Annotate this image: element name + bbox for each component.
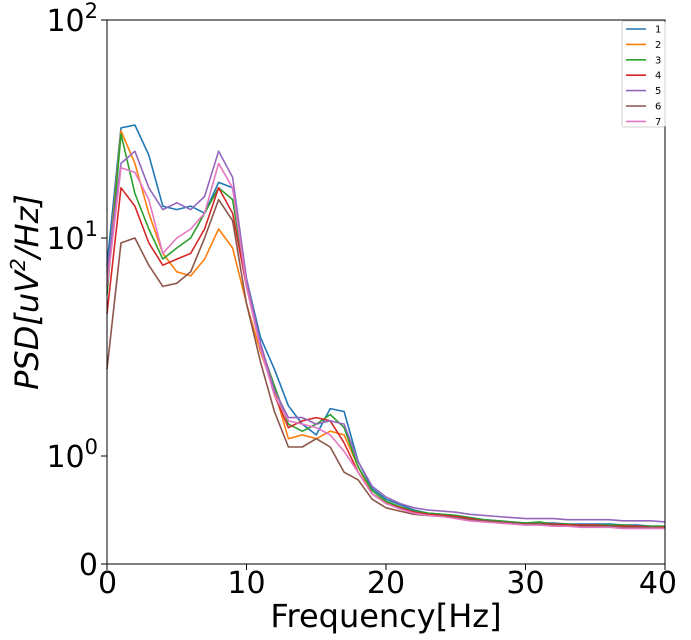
legend: 1 2 3 4 5 6 7	[621, 20, 666, 128]
x-tick-label: 0	[98, 566, 117, 601]
y-tick-exponent: 1	[85, 217, 98, 241]
legend-label-7: 7	[655, 117, 661, 128]
y-tick-base: 10	[46, 222, 84, 257]
y-axis-title-base: PSD[uV	[8, 269, 46, 390]
series-line-7	[106, 162, 665, 530]
y-axis-title: PSD[uV2/Hz]	[6, 194, 46, 390]
y-tick-base: 0	[79, 548, 98, 583]
y-tick-base: 10	[46, 4, 84, 39]
legend-label-6: 6	[655, 102, 661, 113]
y-tick-label: 100	[46, 435, 98, 475]
legend-box	[621, 20, 666, 128]
x-axis-ticks: 0 10 20 30 40	[98, 564, 677, 601]
y-tick-base: 10	[46, 440, 84, 475]
y-tick-label: 0	[79, 548, 98, 583]
x-axis-title: Frequency[Hz]	[270, 597, 501, 635]
y-tick-label: 101	[46, 217, 98, 257]
legend-label-2: 2	[655, 40, 661, 51]
series-layer	[106, 124, 666, 530]
x-tick-label: 40	[639, 566, 677, 601]
plot-background	[107, 20, 665, 564]
y-axis-title-tail: /Hz]	[8, 194, 46, 261]
x-tick-label: 10	[227, 566, 265, 601]
x-tick-label: 20	[367, 566, 405, 601]
y-axis-title-superscript: 2	[6, 258, 30, 271]
x-tick-label: 30	[506, 566, 544, 601]
y-tick-label: 102	[46, 0, 98, 39]
y-tick-exponent: 0	[85, 435, 98, 459]
legend-label-5: 5	[655, 86, 661, 97]
legend-label-1: 1	[655, 25, 661, 36]
legend-label-4: 4	[655, 71, 661, 82]
legend-label-3: 3	[655, 55, 661, 66]
series-line-5	[106, 150, 666, 523]
y-tick-exponent: 2	[85, 0, 98, 23]
